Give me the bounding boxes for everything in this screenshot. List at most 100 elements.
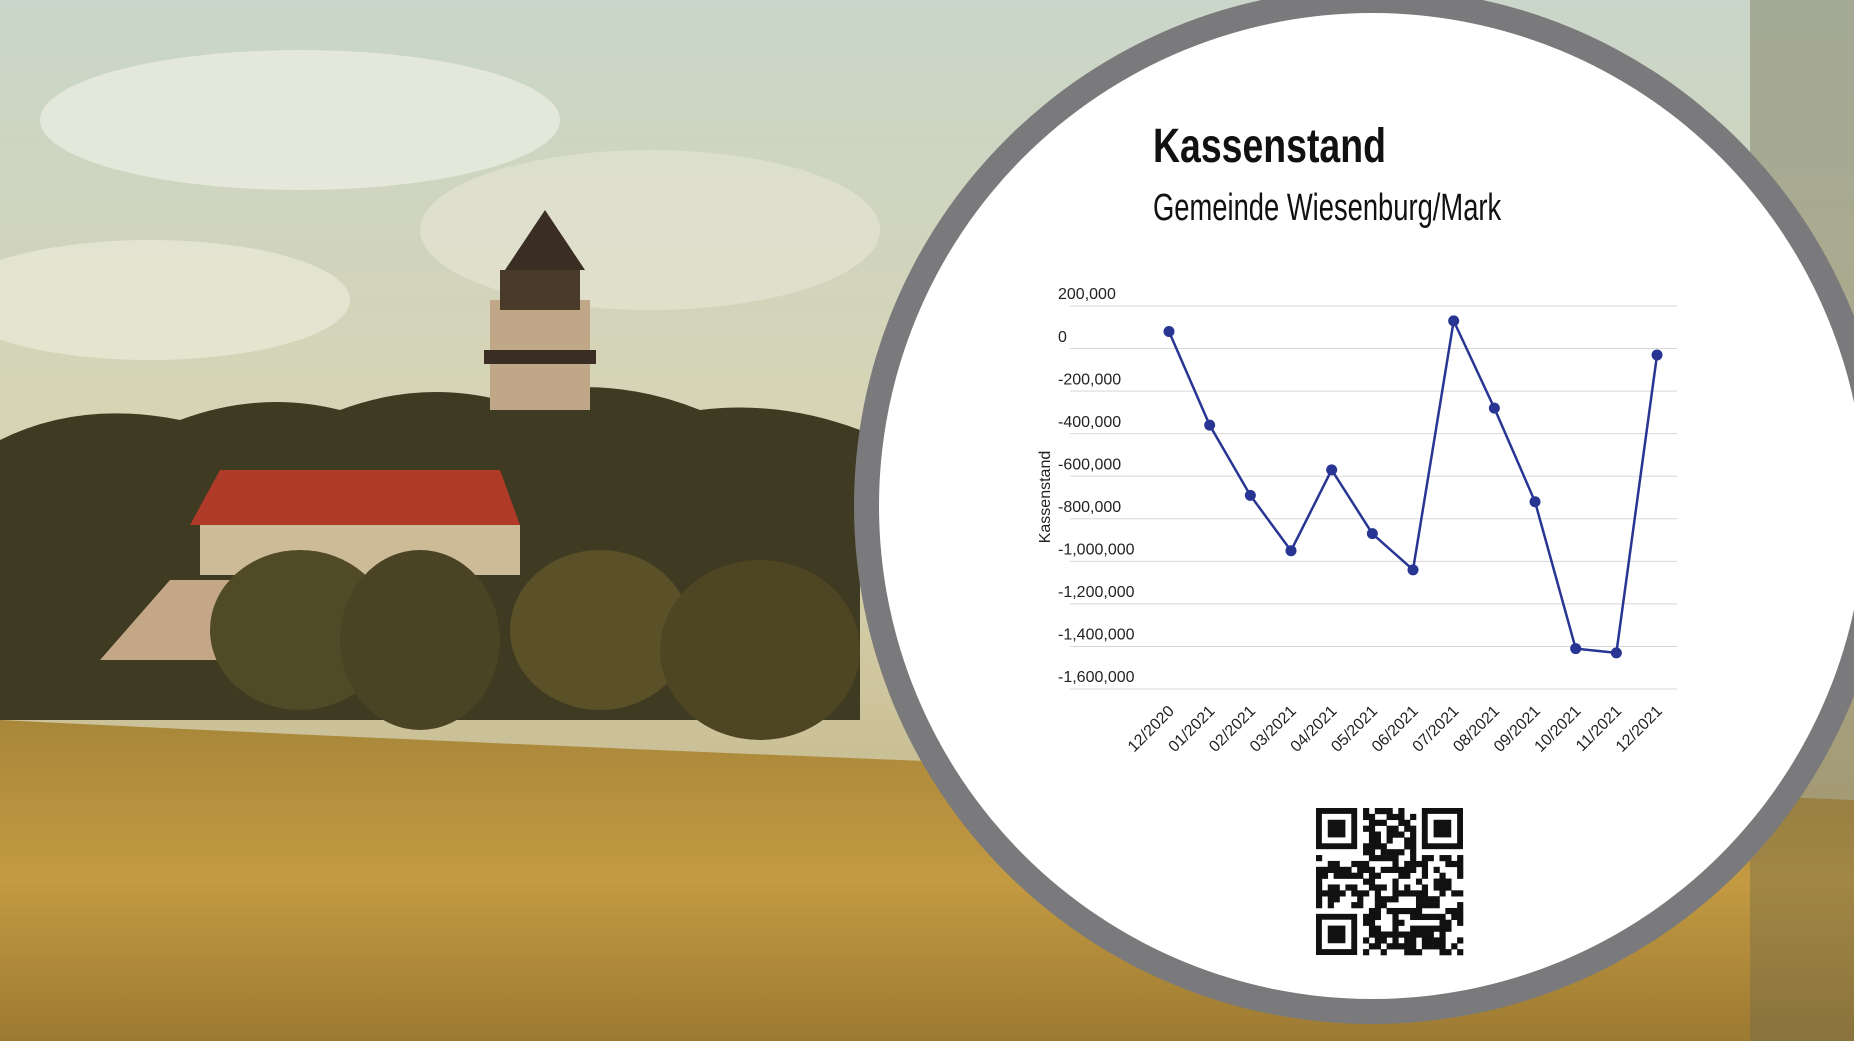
- qr-module: [1445, 860, 1452, 868]
- qr-module: [1386, 849, 1393, 856]
- qr-module: [1404, 866, 1411, 873]
- qr-module: [1368, 819, 1376, 826]
- y-tick-label: -200,000: [1058, 371, 1121, 388]
- y-tick-label: -1,400,000: [1058, 627, 1135, 644]
- qr-module: [1386, 808, 1393, 815]
- qr-module: [1410, 943, 1417, 950]
- qr-module: [1380, 819, 1387, 826]
- qr-module: [1368, 866, 1376, 873]
- qr-module: [1415, 907, 1423, 915]
- qr-finder: [1433, 819, 1452, 838]
- qr-module: [1404, 949, 1411, 956]
- qr-module: [1316, 902, 1323, 909]
- qr-module: [1457, 866, 1464, 873]
- qr-module: [1333, 884, 1340, 891]
- qr-module: [1363, 825, 1370, 832]
- qr-module: [1433, 913, 1440, 921]
- data-point: [1285, 545, 1297, 557]
- qr-module: [1327, 902, 1334, 909]
- circle-panel: [879, 13, 1854, 999]
- qr-module: [1380, 843, 1387, 850]
- qr-module: [1386, 866, 1393, 873]
- qr-module: [1333, 872, 1340, 879]
- qr-module: [1351, 860, 1358, 868]
- qr-module: [1368, 825, 1376, 832]
- qr-module: [1421, 943, 1429, 950]
- qr-module: [1374, 890, 1381, 897]
- qr-module: [1363, 813, 1370, 821]
- qr-module: [1386, 831, 1393, 838]
- qr-module: [1410, 913, 1417, 921]
- qr-module: [1410, 949, 1417, 956]
- qr-module: [1415, 890, 1423, 897]
- qr-module: [1363, 913, 1370, 921]
- qr-module: [1368, 919, 1376, 926]
- qr-module: [1351, 902, 1358, 909]
- qr-module: [1421, 884, 1429, 891]
- qr-module: [1386, 825, 1393, 832]
- qr-module: [1457, 919, 1464, 926]
- qr-module: [1339, 872, 1346, 879]
- qr-module: [1421, 925, 1429, 932]
- qr-module: [1363, 808, 1370, 815]
- qr-module: [1386, 896, 1393, 903]
- data-point: [1163, 326, 1175, 338]
- qr-module: [1321, 890, 1329, 897]
- qr-module: [1327, 896, 1334, 903]
- qr-module: [1386, 931, 1393, 938]
- qr-module: [1398, 919, 1405, 926]
- qr-module: [1433, 937, 1440, 944]
- qr-module: [1427, 943, 1434, 950]
- qr-module: [1445, 884, 1452, 891]
- qr-module: [1392, 866, 1399, 873]
- qr-module: [1368, 855, 1376, 862]
- qr-module: [1374, 837, 1381, 844]
- qr-module: [1404, 860, 1411, 868]
- qr-module: [1398, 849, 1405, 856]
- qr-module: [1392, 890, 1399, 897]
- qr-module: [1433, 902, 1440, 909]
- data-point: [1448, 315, 1460, 327]
- qr-module: [1398, 890, 1405, 897]
- qr-module: [1410, 843, 1417, 850]
- qr-module: [1404, 907, 1411, 915]
- qr-module: [1392, 907, 1399, 915]
- qr-module: [1421, 872, 1429, 879]
- qr-module: [1457, 902, 1464, 909]
- qr-module: [1410, 866, 1417, 873]
- qr-module: [1427, 913, 1434, 921]
- qr-module: [1398, 819, 1405, 826]
- qr-module: [1374, 872, 1381, 879]
- qr-module: [1398, 872, 1405, 879]
- qr-module: [1439, 890, 1446, 897]
- qr-module: [1333, 860, 1340, 868]
- qr-module: [1333, 866, 1340, 873]
- qr-module: [1439, 878, 1446, 885]
- qr-module: [1427, 925, 1434, 932]
- qr-module: [1357, 902, 1364, 909]
- qr-module: [1363, 849, 1370, 856]
- y-tick-label: -1,000,000: [1058, 542, 1135, 559]
- qr-module: [1392, 878, 1399, 885]
- qr-module: [1374, 907, 1381, 915]
- qr-module: [1404, 837, 1411, 844]
- qr-module: [1457, 913, 1464, 921]
- qr-module: [1321, 866, 1329, 873]
- qr-module: [1410, 931, 1417, 938]
- qr-module: [1415, 913, 1423, 921]
- qr-module: [1357, 866, 1364, 873]
- y-tick-label: 0: [1058, 329, 1067, 346]
- qr-module: [1415, 896, 1423, 903]
- qr-module: [1457, 890, 1464, 897]
- qr-module: [1427, 931, 1434, 938]
- qr-module: [1374, 884, 1381, 891]
- qr-module: [1380, 896, 1387, 903]
- qr-module: [1457, 937, 1464, 944]
- qr-module: [1410, 937, 1417, 944]
- qr-module: [1363, 919, 1370, 926]
- qr-module: [1368, 872, 1376, 879]
- data-point: [1366, 528, 1378, 540]
- qr-module: [1404, 931, 1411, 938]
- qr-module: [1374, 808, 1381, 815]
- y-tick-label: -800,000: [1058, 499, 1121, 516]
